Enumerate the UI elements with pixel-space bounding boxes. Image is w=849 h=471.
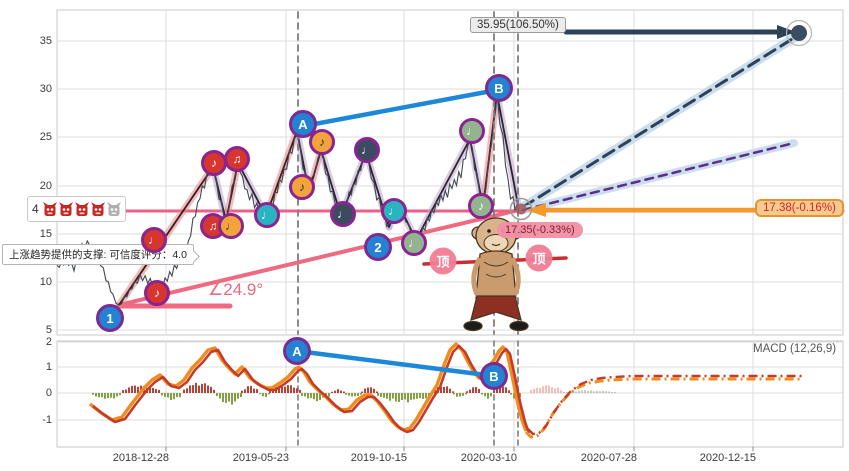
strength-bull-icon (42, 202, 57, 216)
price-y-tick-label: 35 (39, 35, 52, 47)
price-y-tick-label: 20 (39, 180, 52, 192)
current-price-axis-label: 17.38(-0.16%) (755, 199, 844, 217)
strength-bull-icon-empty (106, 202, 121, 216)
target-price-label[interactable]: 35.95(106.50%) (470, 17, 566, 33)
ab-trend-line (301, 87, 500, 129)
wave-marker-b[interactable]: B (485, 74, 513, 102)
purple-projection-line (521, 141, 796, 212)
x-tick-label: 2019-05-23 (232, 452, 289, 464)
top-signal-badge[interactable]: 顶 (525, 244, 553, 272)
trend-angle-label: ∠24.9° (208, 280, 264, 299)
note-marker[interactable]: ♩ (218, 213, 244, 239)
macd-indicator-label: MACD (12,26,9) (753, 343, 837, 355)
price-y-tick-label: 15 (39, 228, 52, 240)
macd-ab-line (294, 348, 497, 379)
strength-bull-icon (90, 202, 105, 216)
price-y-tick-label: 30 (39, 83, 52, 95)
strength-bull-icon (74, 202, 89, 216)
note-marker[interactable]: ♩ (330, 201, 356, 227)
price-line (56, 92, 522, 306)
note-marker[interactable]: ♪ (144, 280, 170, 306)
last-price-label: 17.35(-0.33%) (497, 222, 583, 238)
support-score-value: 4 (32, 202, 39, 216)
note-marker[interactable]: ♩ (459, 118, 485, 144)
macd-y-tick-label: 1 (45, 361, 52, 373)
wave-marker-a[interactable]: A (289, 110, 317, 138)
macd-wave-marker-a[interactable]: A (283, 337, 311, 365)
note-marker[interactable]: ♪ (201, 150, 227, 176)
x-tick-label: 2020-12-15 (699, 452, 756, 464)
wave-marker-1[interactable]: 1 (96, 304, 124, 332)
support-tooltip: 上涨趋势提供的支撑: 可信度评分：4.0 (2, 244, 194, 265)
strength-icons (42, 201, 121, 217)
wave-marker-2[interactable]: 2 (364, 233, 392, 261)
x-tick-label: 2018-12-28 (112, 452, 169, 464)
note-marker[interactable]: ♩ (401, 230, 427, 256)
price-y-tick-label: 10 (39, 276, 52, 288)
strength-bull-icon (58, 202, 73, 216)
x-tick-label: 2019-10-15 (350, 452, 407, 464)
x-tick-label: 2020-03-10 (460, 452, 517, 464)
note-marker[interactable]: ♪ (289, 174, 315, 200)
macd-slow-line (92, 344, 531, 434)
target-point-marker (791, 25, 807, 41)
note-marker[interactable]: ♩ (141, 227, 167, 253)
x-tick-label: 2020-07-28 (580, 452, 637, 464)
note-marker[interactable]: ♫ (224, 146, 250, 172)
macd-wave-marker-b[interactable]: B (480, 362, 508, 390)
note-marker[interactable]: ♩ (381, 198, 407, 224)
support-score-badge[interactable]: 4 (27, 196, 126, 222)
macd-y-tick-label: -1 (42, 414, 52, 426)
note-marker[interactable]: ♩ (254, 202, 280, 228)
note-marker[interactable]: ♩ (354, 137, 380, 163)
top-signal-badge[interactable]: 顶 (429, 247, 457, 275)
price-y-tick-label: 25 (39, 131, 52, 143)
macd-y-tick-label: 0 (45, 387, 52, 399)
price-y-tick-label: 5 (45, 324, 52, 336)
navy-projection-line (521, 34, 799, 209)
note-marker[interactable]: ♪ (468, 193, 494, 219)
current-point-marker (509, 197, 533, 221)
macd-y-tick-label: 2 (45, 336, 52, 348)
